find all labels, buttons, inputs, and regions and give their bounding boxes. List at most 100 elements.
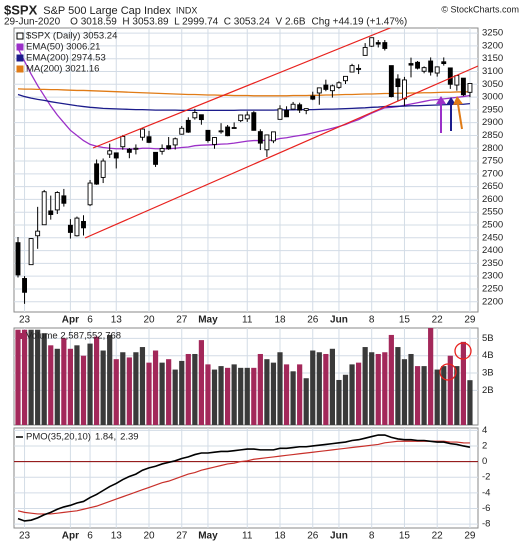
volume-bar <box>349 364 355 425</box>
candle-body <box>231 127 237 129</box>
y-tick-label: 3050 <box>482 79 503 90</box>
y-tick-label: 2450 <box>482 232 503 243</box>
pmo-panel <box>13 427 479 529</box>
trendline <box>92 28 392 149</box>
legend-swatch <box>16 65 24 73</box>
legend-swatch <box>16 32 24 40</box>
volume-bar <box>297 364 303 425</box>
volume-bar <box>61 338 67 425</box>
annotations <box>84 28 478 239</box>
volume-bar <box>414 366 421 425</box>
credit: © StockCharts.com <box>441 4 519 14</box>
volume-bar <box>15 329 21 425</box>
y-tick-label: 2750 <box>482 156 503 167</box>
y-tick-label: 3B <box>482 368 494 379</box>
volume-bar <box>54 348 60 425</box>
candle-body <box>257 131 263 144</box>
candle-body <box>434 66 440 74</box>
candle-body <box>343 75 348 82</box>
exchange: INDX <box>176 5 198 15</box>
candle-body <box>415 61 420 69</box>
candle-body <box>329 85 335 92</box>
y-tick-label: 0 <box>482 456 487 467</box>
y-tick-label: 2650 <box>482 181 503 192</box>
volume-bar <box>323 353 329 425</box>
candle-body <box>316 87 322 94</box>
candle-body <box>388 65 394 98</box>
volume-bar <box>388 334 394 425</box>
volume-bar <box>454 366 460 425</box>
price-series <box>15 37 473 304</box>
legend-label: EMA(50) 3006.21 <box>26 42 100 53</box>
volume-bar <box>270 362 277 425</box>
volume-bar <box>231 364 237 425</box>
candle-body <box>264 134 270 151</box>
x-tick-label: 18 <box>274 531 286 542</box>
volume-bar <box>336 379 342 425</box>
y-tick-label: 2550 <box>482 207 503 218</box>
candle-body <box>54 192 60 211</box>
volume-bar <box>179 360 185 425</box>
y-tick-label: 2600 <box>482 194 503 205</box>
y-tick-label: 2800 <box>482 143 503 154</box>
candle-body <box>81 220 86 229</box>
legend-swatch <box>17 333 23 339</box>
volume-bar <box>218 366 224 425</box>
y-tick-label: 3250 <box>482 28 503 39</box>
text-layer: $SPX S&P 500 Large Cap Index INDX © StockCh… <box>4 2 519 541</box>
volume-bar <box>362 347 368 425</box>
x-tick-label: Jun <box>330 315 348 326</box>
trendline <box>84 65 478 239</box>
candle-body <box>153 151 159 165</box>
x-tick-label: 20 <box>143 531 155 542</box>
volume-bar <box>21 329 28 425</box>
candle-body <box>402 79 407 100</box>
x-tick-label: 27 <box>176 315 188 326</box>
candle-body <box>87 182 93 206</box>
candle-body <box>126 148 132 153</box>
arrow-head <box>453 96 463 105</box>
legend-label: 2.39 <box>120 432 139 443</box>
y-tick-label: 2850 <box>482 130 503 141</box>
candle-body <box>336 82 342 88</box>
volume-bar <box>100 350 106 425</box>
candle-body <box>67 224 73 233</box>
candle-body <box>460 77 466 96</box>
arrow-head <box>436 96 446 104</box>
x-tick-label: May <box>198 315 218 326</box>
y-tick-label: 4 <box>482 425 487 436</box>
volume-bar <box>35 329 41 425</box>
candle-body <box>454 75 460 86</box>
volume-title: Volume 2,587,552,768 <box>26 331 121 342</box>
y-tick-label: 2250 <box>482 283 503 294</box>
y-tick-label: 2400 <box>482 245 503 256</box>
candle-body <box>212 137 217 145</box>
volume-bar <box>460 341 466 425</box>
volume-bar <box>211 369 218 425</box>
candle-body <box>225 126 231 137</box>
volume-bar <box>257 353 263 425</box>
candle-body <box>146 136 152 143</box>
volume-bar <box>375 353 381 425</box>
candle-body <box>251 112 257 131</box>
volume-bar <box>126 357 132 425</box>
candle-body <box>41 191 47 226</box>
candle-body <box>218 130 224 133</box>
candle-body <box>238 114 244 122</box>
volume-bar <box>316 352 322 425</box>
volume-bar <box>264 359 270 425</box>
volume-bar <box>434 369 440 425</box>
candle-body <box>467 83 473 93</box>
highlight-circle <box>454 342 472 360</box>
marks-layer <box>14 37 478 522</box>
volume-bar <box>41 333 47 425</box>
candle-body <box>198 114 204 121</box>
candle-body <box>297 104 303 111</box>
candle-body <box>113 152 119 159</box>
y-tick-label: 2500 <box>482 220 503 231</box>
change: Chg +44.19 (+1.47%) <box>312 17 408 28</box>
volume-bar <box>133 352 139 425</box>
candle-body <box>244 114 250 120</box>
volume-bar <box>238 367 244 425</box>
volume-bar <box>283 364 290 425</box>
